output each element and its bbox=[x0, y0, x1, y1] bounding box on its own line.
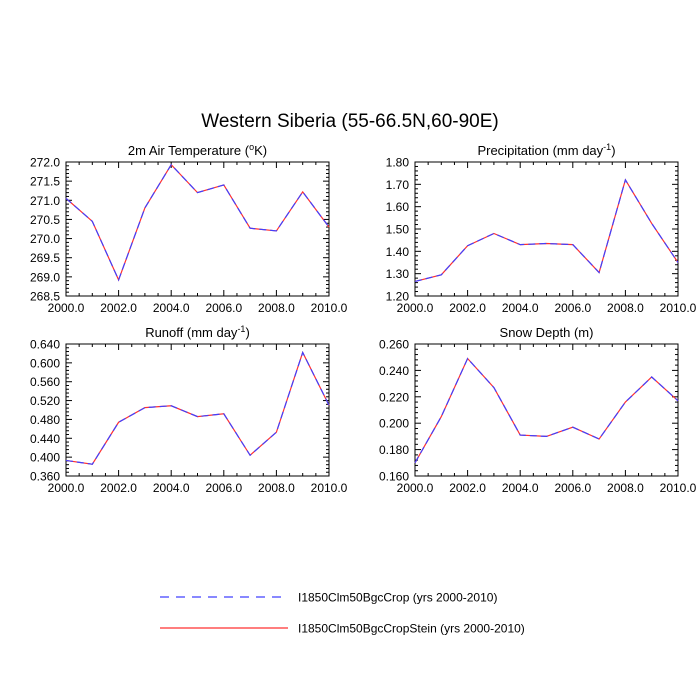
y-tick-label: 272.0 bbox=[30, 156, 60, 170]
y-tick-label: 271.0 bbox=[30, 194, 60, 208]
legend-label-2: I1850Clm50BgcCropStein (yrs 2000-2010) bbox=[298, 622, 525, 636]
x-tick-label: 2004.0 bbox=[502, 301, 539, 315]
panel-2: Precipitation (mm day-1) 2000.0 2002.0 2004… bbox=[386, 142, 697, 315]
x-tick-label: 2008.0 bbox=[258, 481, 295, 495]
y-tick-label: 0.520 bbox=[30, 394, 60, 408]
x-tick-label: 2010.0 bbox=[311, 301, 348, 315]
y-tick-label: 0.400 bbox=[30, 451, 60, 465]
x-tick-label: 2000.0 bbox=[48, 301, 85, 315]
series-line-1 bbox=[65, 350, 330, 465]
x-tick-label: 2006.0 bbox=[554, 481, 591, 495]
panel-1: 2m Air Temperature (oK) 2000.0 2002.0 2004.… bbox=[30, 142, 348, 315]
y-tick-label: 1.60 bbox=[386, 200, 410, 214]
y-tick-label: 0.360 bbox=[30, 470, 60, 484]
x-tick-label: 2008.0 bbox=[607, 481, 644, 495]
y-tick-label: 0.480 bbox=[30, 413, 60, 427]
series-line-2 bbox=[414, 178, 679, 283]
y-tick-label: 0.440 bbox=[30, 432, 60, 446]
y-tick-label: 0.260 bbox=[379, 338, 409, 352]
series-line-2 bbox=[65, 163, 330, 282]
x-tick-label: 2000.0 bbox=[48, 481, 85, 495]
x-tick-label: 2006.0 bbox=[205, 301, 242, 315]
y-tick-label: 1.80 bbox=[386, 156, 410, 170]
series-line-2 bbox=[414, 357, 679, 464]
x-tick-label: 2000.0 bbox=[397, 481, 434, 495]
legend-label-1: I1850Clm50BgcCrop (yrs 2000-2010) bbox=[298, 591, 497, 605]
y-tick-label: 0.240 bbox=[379, 364, 409, 378]
legend: I1850Clm50BgcCrop (yrs 2000-2010) I1850Cl… bbox=[160, 591, 525, 636]
panel-title: 2m Air Temperature (oK) bbox=[128, 142, 267, 158]
y-tick-label: 270.5 bbox=[30, 213, 60, 227]
y-tick-label: 1.30 bbox=[386, 267, 410, 281]
x-tick-label: 2000.0 bbox=[397, 301, 434, 315]
x-tick-label: 2004.0 bbox=[153, 481, 190, 495]
y-tick-label: 1.50 bbox=[386, 223, 410, 237]
y-tick-label: 0.560 bbox=[30, 375, 60, 389]
x-tick-label: 2010.0 bbox=[660, 481, 697, 495]
plot-frame bbox=[65, 161, 330, 297]
x-tick-label: 2006.0 bbox=[205, 481, 242, 495]
y-tick-label: 0.220 bbox=[379, 390, 409, 404]
series-line-1 bbox=[414, 357, 679, 464]
x-tick-label: 2002.0 bbox=[449, 301, 486, 315]
y-tick-label: 269.5 bbox=[30, 251, 60, 265]
x-tick-label: 2008.0 bbox=[607, 301, 644, 315]
panel-3: Runoff (mm day-1) 2000.0 2002.0 2004.0 2006.… bbox=[30, 324, 348, 495]
series-line-1 bbox=[414, 178, 679, 283]
x-tick-label: 2004.0 bbox=[502, 481, 539, 495]
y-tick-label: 1.20 bbox=[386, 290, 410, 304]
x-tick-label: 2008.0 bbox=[258, 301, 295, 315]
y-tick-label: 0.160 bbox=[379, 470, 409, 484]
plot-frame bbox=[65, 343, 330, 477]
x-tick-label: 2002.0 bbox=[449, 481, 486, 495]
series-line-1 bbox=[65, 163, 330, 282]
panel-title: Precipitation (mm day-1) bbox=[477, 142, 615, 158]
y-tick-label: 0.640 bbox=[30, 338, 60, 352]
x-tick-label: 2004.0 bbox=[153, 301, 190, 315]
x-tick-label: 2006.0 bbox=[554, 301, 591, 315]
panel-title: Runoff (mm day-1) bbox=[145, 324, 250, 340]
y-tick-label: 0.600 bbox=[30, 356, 60, 370]
series-line-2 bbox=[65, 350, 330, 465]
figure-title: Western Siberia (55-66.5N,60-90E) bbox=[201, 111, 498, 132]
panel-title: Snow Depth (m) bbox=[500, 325, 594, 340]
panel-4: Snow Depth (m) 2000.0 2002.0 2004.0 2006.0 20… bbox=[379, 325, 697, 495]
y-tick-label: 271.5 bbox=[30, 175, 60, 189]
plot-frame bbox=[414, 161, 679, 297]
y-tick-label: 0.200 bbox=[379, 417, 409, 431]
x-tick-label: 2002.0 bbox=[100, 481, 137, 495]
y-tick-label: 268.5 bbox=[30, 290, 60, 304]
x-tick-label: 2002.0 bbox=[100, 301, 137, 315]
y-tick-label: 1.70 bbox=[386, 178, 410, 192]
y-tick-label: 1.40 bbox=[386, 245, 410, 259]
y-tick-label: 270.0 bbox=[30, 232, 60, 246]
plot-frame bbox=[414, 343, 679, 477]
x-tick-label: 2010.0 bbox=[660, 301, 697, 315]
y-tick-label: 269.0 bbox=[30, 270, 60, 284]
y-tick-label: 0.180 bbox=[379, 443, 409, 457]
panels: 2m Air Temperature (oK) 2000.0 2002.0 2004.… bbox=[30, 142, 697, 495]
x-tick-label: 2010.0 bbox=[311, 481, 348, 495]
